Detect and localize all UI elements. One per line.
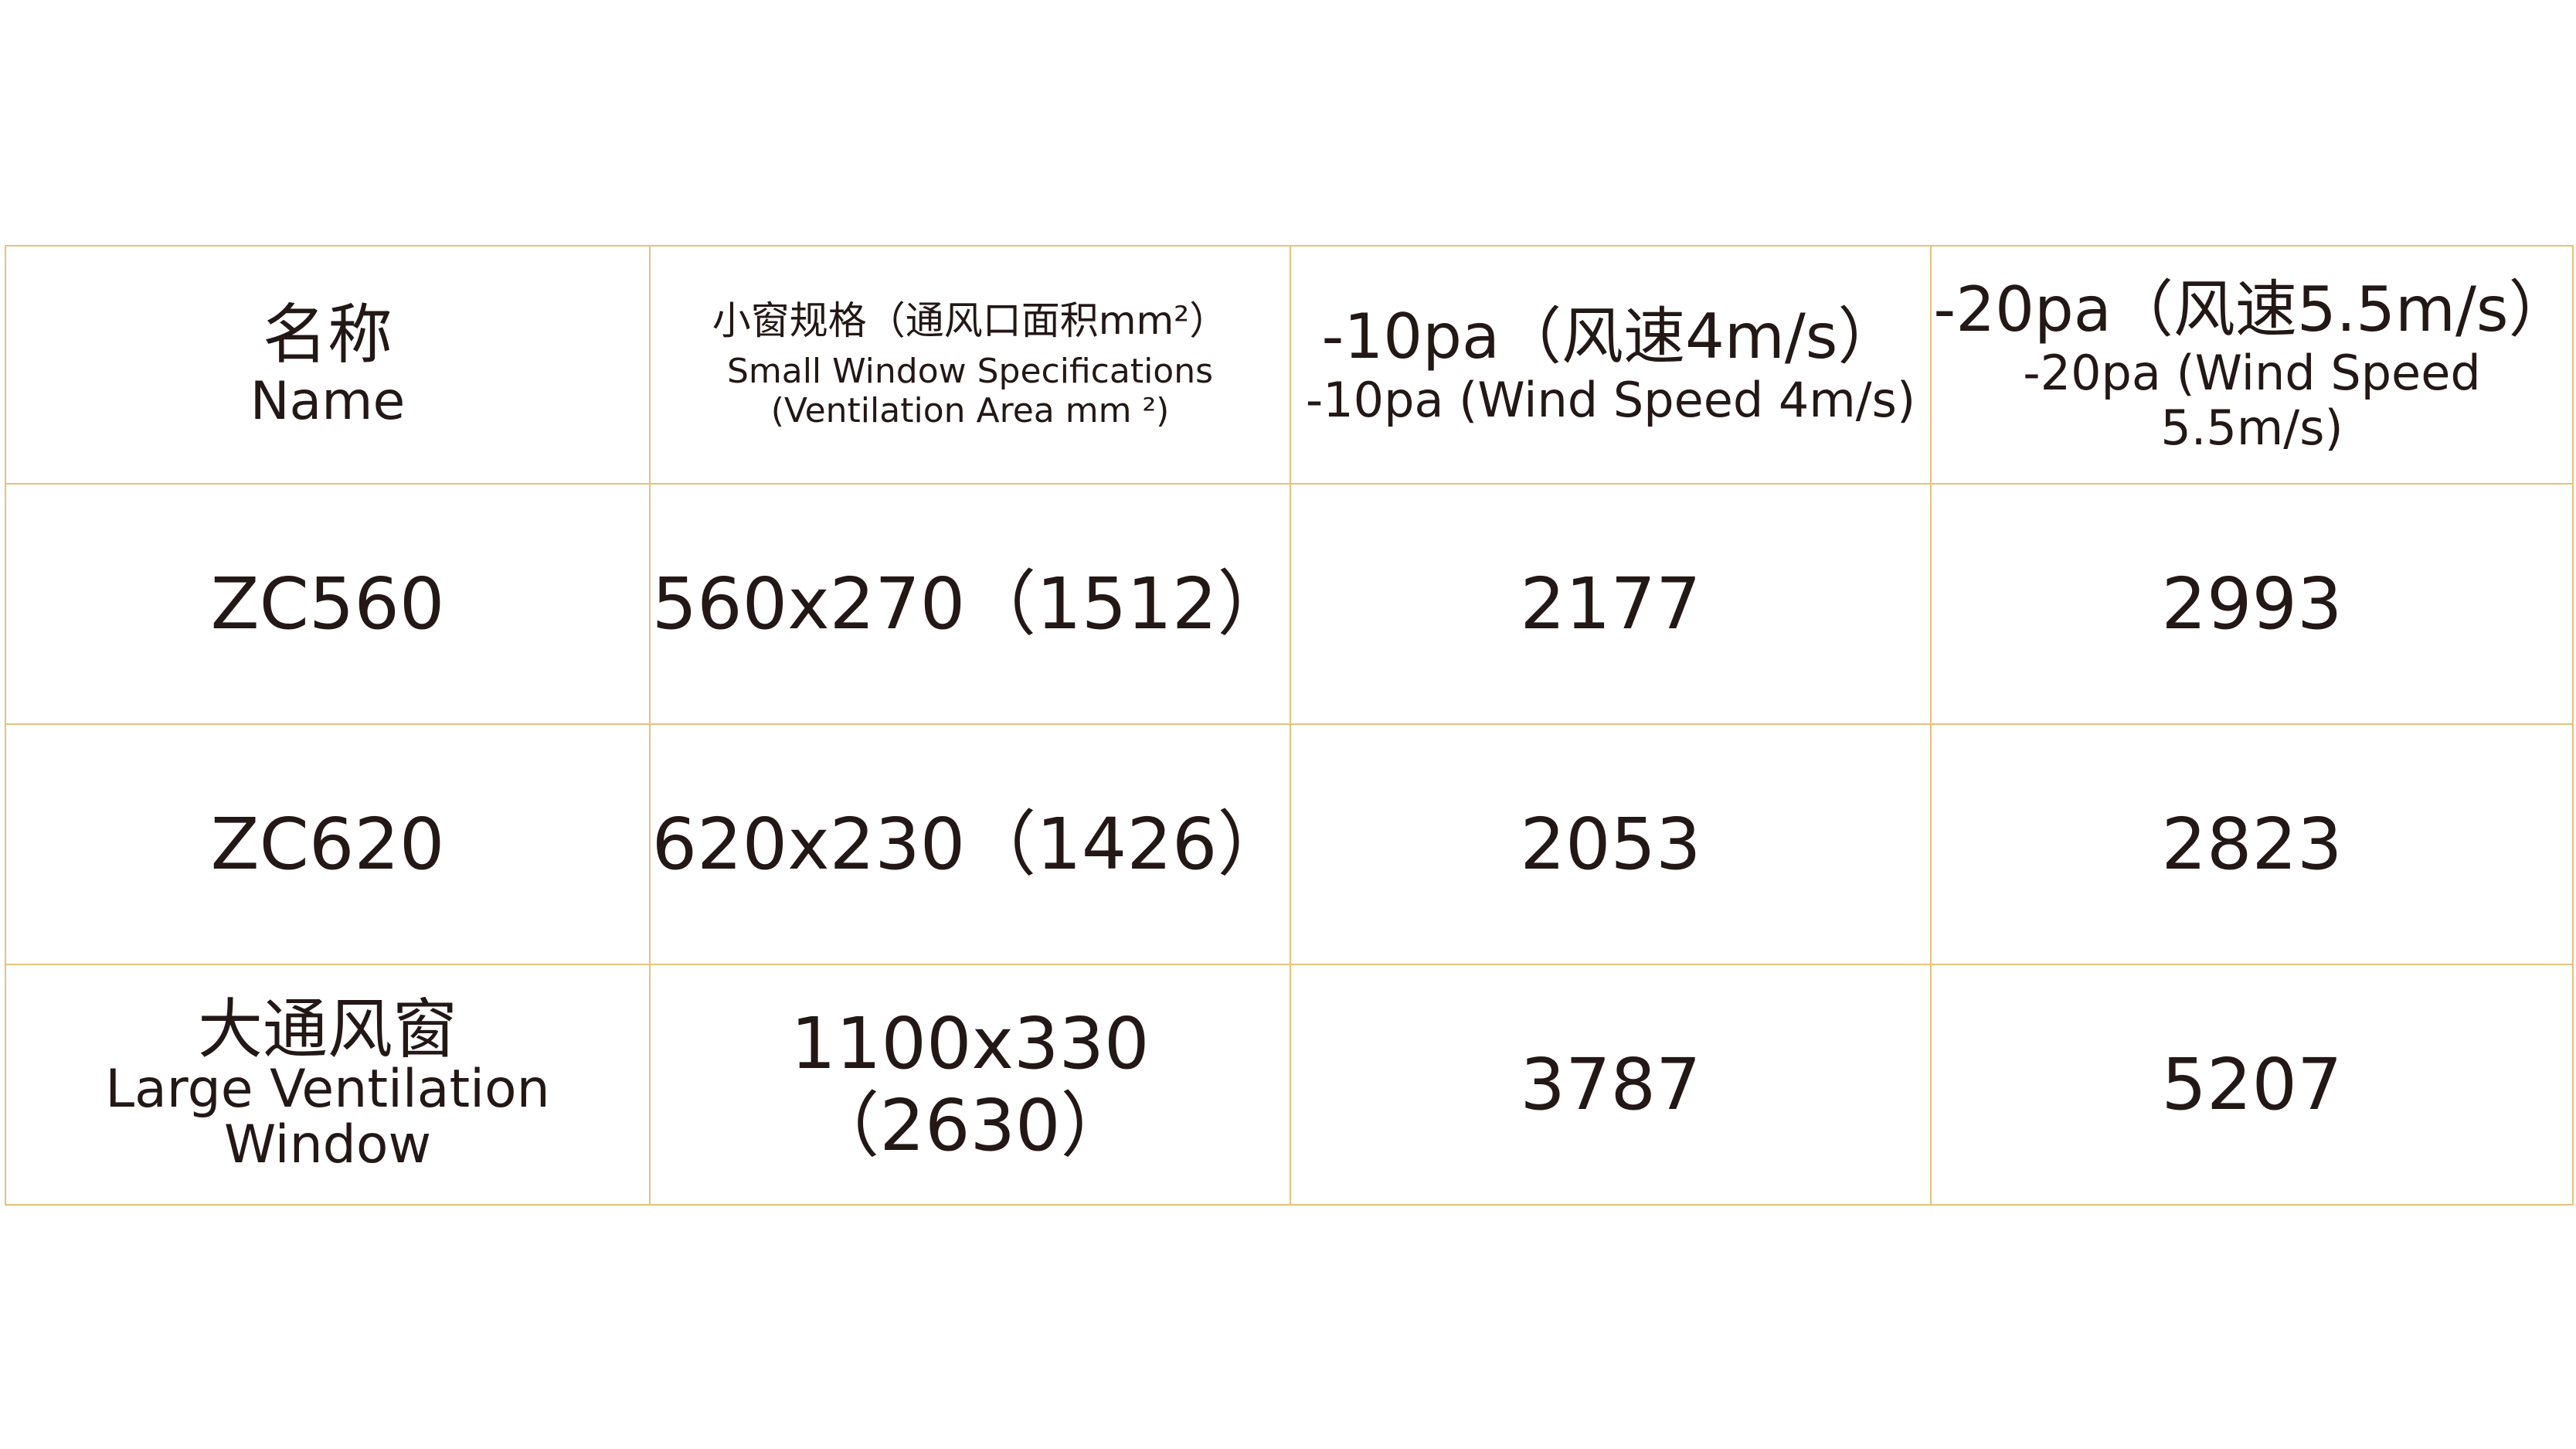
table-row: 大通风窗 Large Ventilation Window 1100x330（2…	[5, 964, 2574, 1206]
header-20pa-zh: -20pa（风速5.5m/s）	[1933, 273, 2571, 345]
cell-20pa: 2993	[1930, 483, 2574, 725]
header-10pa-en: -10pa (Wind Speed 4m/s)	[1305, 372, 1916, 429]
header-spec: 小窗规格（通风口面积mm²） Small Window Specificatio…	[649, 245, 1291, 485]
header-name-zh: 名称	[262, 296, 393, 372]
cell-spec: 1100x330（2630）	[649, 964, 1291, 1206]
cell-20pa: 2823	[1930, 723, 2574, 965]
header-10pa: -10pa（风速4m/s） -10pa (Wind Speed 4m/s)	[1290, 245, 1932, 485]
cell-10pa: 2177	[1290, 483, 1932, 725]
header-name: 名称 Name	[5, 245, 651, 485]
cell-10pa: 3787	[1290, 964, 1932, 1206]
header-spec-en-1: Small Window Specifications	[726, 352, 1214, 392]
header-10pa-zh: -10pa（风速4m/s）	[1321, 301, 1900, 373]
table-row: ZC560 560x270（1512） 2177 2993	[5, 483, 2574, 725]
header-spec-zh: 小窗规格（通风口面积mm²）	[712, 298, 1229, 343]
header-20pa: -20pa（风速5.5m/s） -20pa (Wind Speed 5.5m/s…	[1930, 245, 2574, 485]
cell-name: ZC620	[5, 723, 651, 965]
cell-name-zh: 大通风窗	[197, 992, 457, 1068]
cell-10pa: 2053	[1290, 723, 1932, 965]
cell-name: ZC560	[5, 483, 651, 725]
ventilation-spec-table: 名称 Name 小窗规格（通风口面积mm²） Small Window Spec…	[5, 245, 2574, 1206]
cell-spec: 560x270（1512）	[649, 483, 1291, 725]
cell-spec: 620x230（1426）	[649, 723, 1291, 965]
header-spec-en-2: (Ventilation Area mm ²)	[770, 390, 1170, 430]
header-20pa-en: -20pa (Wind Speed 5.5m/s)	[2023, 344, 2481, 456]
cell-name-en: Large Ventilation Window	[105, 1059, 550, 1175]
cell-name: 大通风窗 Large Ventilation Window	[5, 964, 651, 1206]
header-row: 名称 Name 小窗规格（通风口面积mm²） Small Window Spec…	[5, 245, 2574, 485]
header-name-en: Name	[250, 371, 406, 433]
cell-20pa: 5207	[1930, 964, 2574, 1206]
table-row: ZC620 620x230（1426） 2053 2823	[5, 723, 2574, 965]
